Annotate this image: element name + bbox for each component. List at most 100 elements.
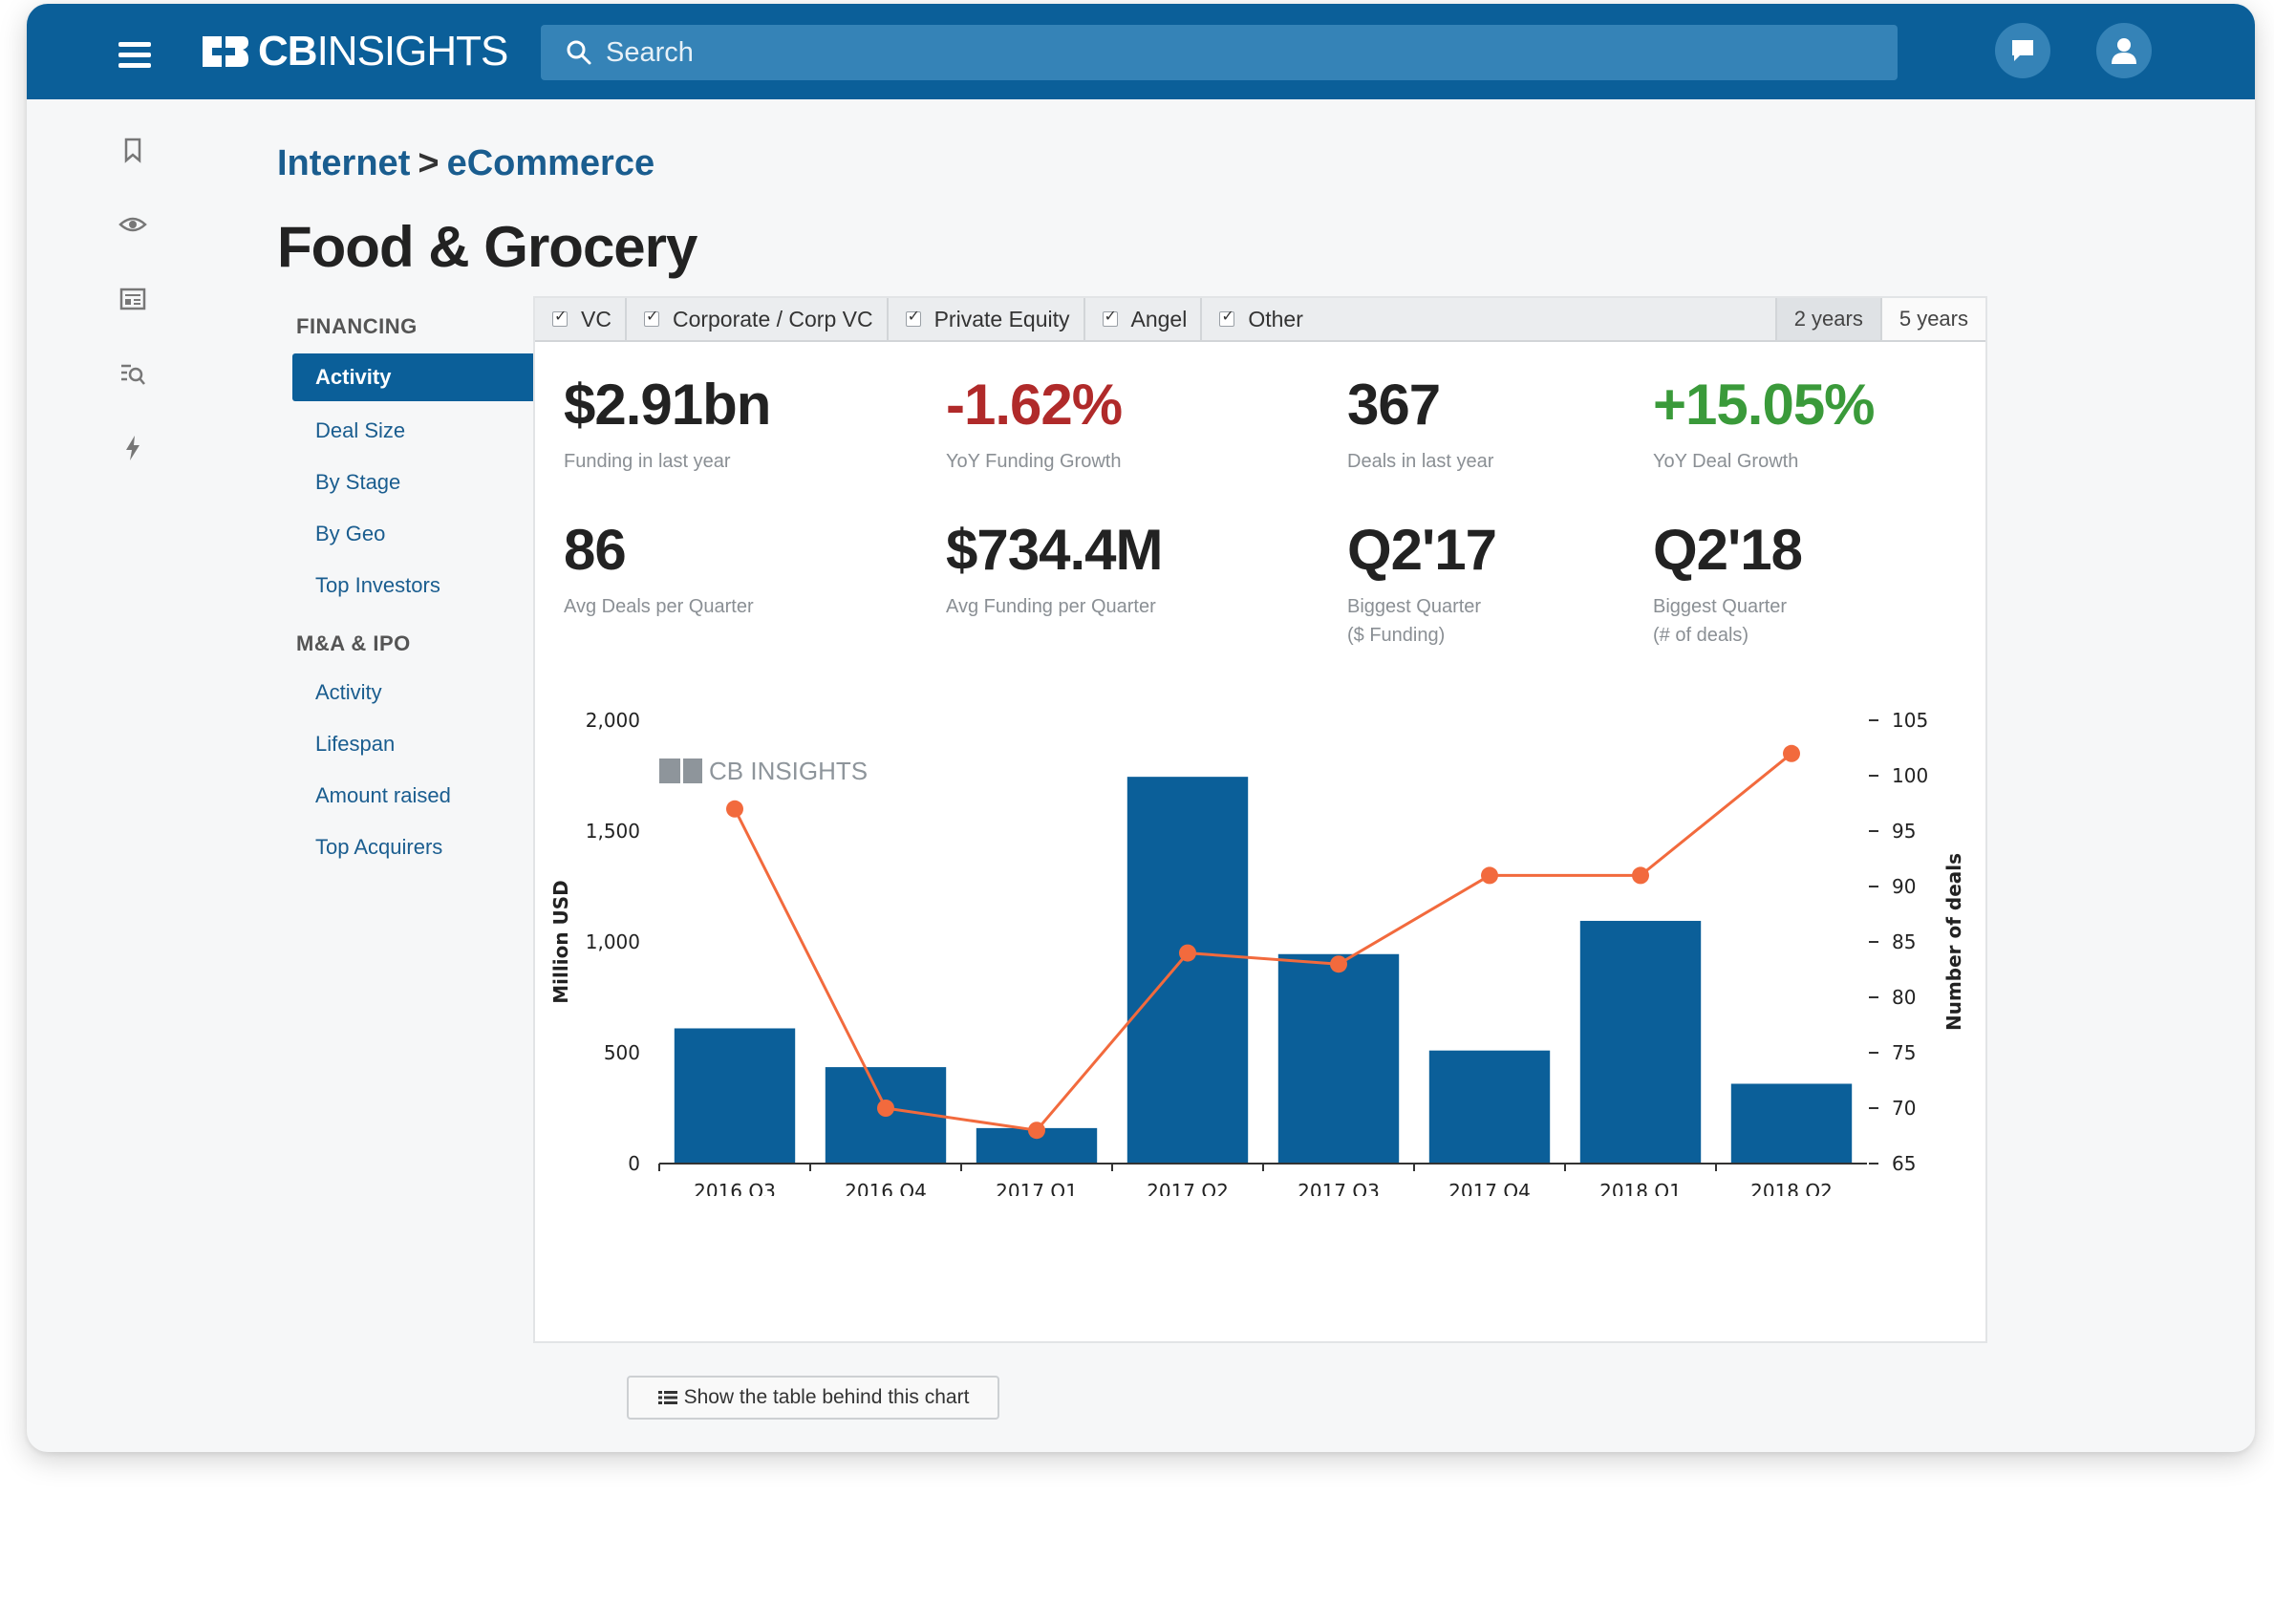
chart-watermark — [659, 759, 702, 783]
y-right-tick-label: 95 — [1892, 820, 1916, 843]
user-icon — [2112, 38, 2136, 64]
y-right-tick-label: 75 — [1892, 1041, 1916, 1064]
nav-item-by-geo[interactable]: By Geo — [315, 522, 386, 545]
y-tick-label: 1,000 — [586, 930, 640, 953]
bar-2017-q2 — [1126, 777, 1249, 1164]
filter-private-equity[interactable]: Private Equity — [889, 298, 1085, 340]
nav-item-ma-activity[interactable]: Activity — [315, 680, 382, 704]
filter-angel[interactable]: Angel — [1085, 298, 1203, 340]
watermark-mark-icon — [659, 759, 680, 783]
watermark-text: CB INSIGHTS — [709, 757, 868, 785]
filter-label: VC — [581, 306, 611, 331]
y-right-tick-label: 80 — [1892, 986, 1916, 1009]
stat-avg-funding-per-quarter: $734.4M Avg Funding per Quarter — [946, 520, 1163, 621]
user-account-button[interactable] — [2096, 23, 2152, 78]
checkbox-icon[interactable] — [552, 307, 568, 327]
y-tick-label: 0 — [628, 1152, 640, 1175]
search-input[interactable]: Search — [541, 25, 1898, 80]
y-tick-label: 1,500 — [586, 820, 640, 843]
nav-item-by-stage[interactable]: By Stage — [315, 470, 401, 494]
y-axis-title: Million USD — [549, 880, 572, 1004]
stat-yoy-funding-growth: -1.62% YoY Funding Growth — [946, 373, 1123, 476]
deals-point-2017-q1 — [1028, 1122, 1045, 1140]
list-search-icon[interactable] — [118, 359, 147, 388]
nav-item-top-investors[interactable]: Top Investors — [315, 573, 440, 597]
show-table-button[interactable]: Show the table behind this chart — [627, 1376, 999, 1420]
stat-biggest-quarter-funding: Q2'17 Biggest Quarter ($ Funding) — [1347, 518, 1497, 650]
bar-2018-q1 — [1579, 920, 1702, 1164]
time-range-toggle: 2 years 5 years — [1774, 298, 1985, 340]
y-right-axis-title: Number of deals — [1942, 853, 1965, 1031]
top-navbar: CBINSIGHTS Search — [27, 4, 2255, 99]
lightning-icon[interactable] — [118, 434, 147, 462]
bar-2017-q4 — [1428, 1050, 1551, 1164]
deals-point-2017-q4 — [1481, 866, 1498, 885]
nav-item-deal-size[interactable]: Deal Size — [315, 418, 406, 442]
y-right-tick-label: 105 — [1892, 709, 1928, 732]
stat-label: Biggest Quarter ($ Funding) — [1347, 596, 1482, 646]
x-tick-label: 2017 Q4 — [1448, 1180, 1531, 1196]
stat-label: YoY Funding Growth — [946, 451, 1122, 472]
range-5-years-button[interactable]: 5 years — [1879, 298, 1985, 340]
stat-value: Q2'18 — [1653, 518, 1803, 582]
chart-panel: VC Corporate / Corp VC Private Equity An… — [533, 296, 1987, 1343]
bookmark-icon[interactable] — [118, 136, 147, 164]
x-tick-label: 2017 Q2 — [1147, 1180, 1229, 1196]
y-tick-label: 2,000 — [586, 709, 640, 732]
hamburger-icon[interactable] — [118, 42, 151, 69]
financing-sidenav: FINANCING Activity Deal Size By Stage By… — [292, 308, 543, 873]
x-tick-label: 2018 Q2 — [1750, 1180, 1833, 1196]
stat-label: Avg Deals per Quarter — [564, 596, 754, 617]
deals-point-2016-q3 — [726, 800, 743, 818]
checkbox-icon[interactable] — [1219, 307, 1235, 327]
funding-deals-chart: CB INSIGHTS 0 500 1,000 1,500 2,000 65 70 75 80 85… — [549, 709, 1965, 1196]
nav-item-amount-raised[interactable]: Amount raised — [315, 783, 451, 807]
deals-line — [733, 752, 1792, 1132]
left-icon-rail — [27, 99, 161, 1452]
deals-point-2016-q4 — [877, 1100, 894, 1117]
stat-biggest-quarter-deals: Q2'18 Biggest Quarter (# of deals) — [1653, 518, 1803, 650]
stat-label: Biggest Quarter (# of deals) — [1653, 596, 1788, 646]
stat-label: Funding in last year — [564, 451, 731, 472]
newspaper-icon[interactable] — [118, 285, 147, 313]
deals-point-2018-q2 — [1783, 744, 1800, 762]
search-icon — [567, 40, 591, 65]
stat-label: Avg Funding per Quarter — [946, 596, 1156, 617]
checkbox-icon[interactable] — [905, 307, 921, 327]
cb-logo-mark-icon — [203, 36, 248, 67]
x-tick-label: 2017 Q1 — [996, 1180, 1078, 1196]
stat-value: 86 — [564, 518, 627, 582]
checkbox-icon[interactable] — [1102, 307, 1118, 327]
deal-type-filter-bar: VC Corporate / Corp VC Private Equity An… — [535, 298, 1985, 342]
nav-item-top-acquirers[interactable]: Top Acquirers — [315, 835, 443, 859]
checkbox-icon[interactable] — [643, 307, 659, 327]
range-2-years-button[interactable]: 2 years — [1774, 298, 1880, 340]
breadcrumb-separator: > — [418, 143, 440, 183]
page-title: Food & Grocery — [277, 215, 697, 279]
bar-2016-q3 — [674, 1028, 796, 1164]
cb-insights-logo[interactable]: CBINSIGHTS — [199, 28, 508, 75]
breadcrumb-parent[interactable]: Internet — [277, 143, 411, 183]
deals-point-2018-q1 — [1632, 866, 1649, 885]
eye-icon[interactable] — [118, 210, 147, 239]
bar-2018-q2 — [1730, 1083, 1853, 1164]
stat-value: Q2'17 — [1347, 518, 1497, 582]
y-right-tick-label: 85 — [1892, 930, 1916, 953]
filter-other[interactable]: Other — [1202, 298, 1317, 340]
stat-value: 367 — [1347, 373, 1441, 437]
stat-value: -1.62% — [946, 373, 1123, 437]
ma-ipo-heading: M&A & IPO — [296, 631, 411, 655]
filter-vc[interactable]: VC — [535, 298, 627, 340]
breadcrumb-child[interactable]: eCommerce — [446, 143, 655, 183]
stat-funding-last-year: $2.91bn Funding in last year — [564, 373, 771, 476]
y-right-tick-label: 70 — [1892, 1097, 1916, 1120]
stat-avg-deals-per-quarter: 86 Avg Deals per Quarter — [564, 520, 754, 621]
stat-value: $2.91bn — [564, 373, 771, 437]
stat-value: $734.4M — [946, 518, 1163, 582]
nav-item-lifespan[interactable]: Lifespan — [315, 732, 396, 756]
chat-button[interactable] — [1995, 23, 2050, 78]
filter-corporate-vc[interactable]: Corporate / Corp VC — [627, 298, 889, 340]
logo-text: CBINSIGHTS — [258, 28, 508, 75]
nav-item-financing-activity[interactable]: Activity — [292, 353, 543, 401]
y-right-tick-label: 90 — [1892, 875, 1916, 898]
